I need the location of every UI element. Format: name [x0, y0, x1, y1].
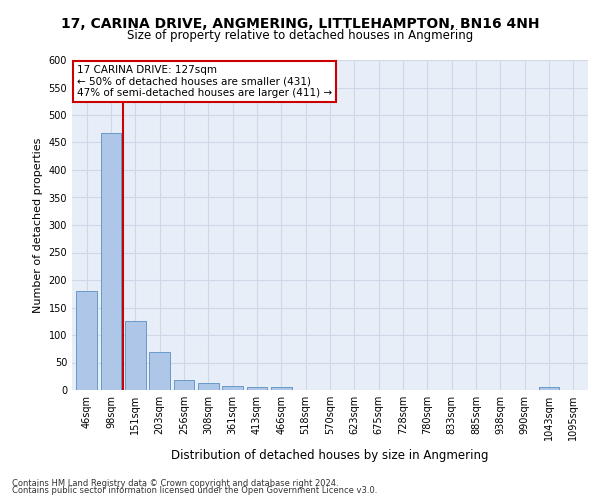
Bar: [271, 387, 292, 390]
Bar: [76, 291, 97, 390]
Text: 17, CARINA DRIVE, ANGMERING, LITTLEHAMPTON, BN16 4NH: 17, CARINA DRIVE, ANGMERING, LITTLEHAMPT…: [61, 18, 539, 32]
Bar: [173, 380, 194, 390]
Bar: [125, 320, 146, 390]
Bar: [247, 387, 268, 390]
Bar: [222, 386, 243, 390]
Bar: [539, 387, 559, 390]
Bar: [101, 132, 121, 390]
Text: 17 CARINA DRIVE: 127sqm
← 50% of detached houses are smaller (431)
47% of semi-d: 17 CARINA DRIVE: 127sqm ← 50% of detache…: [77, 65, 332, 98]
Bar: [198, 384, 218, 390]
X-axis label: Distribution of detached houses by size in Angmering: Distribution of detached houses by size …: [171, 448, 489, 462]
Y-axis label: Number of detached properties: Number of detached properties: [33, 138, 43, 312]
Text: Contains HM Land Registry data © Crown copyright and database right 2024.: Contains HM Land Registry data © Crown c…: [12, 478, 338, 488]
Text: Contains public sector information licensed under the Open Government Licence v3: Contains public sector information licen…: [12, 486, 377, 495]
Bar: [149, 352, 170, 390]
Text: Size of property relative to detached houses in Angmering: Size of property relative to detached ho…: [127, 29, 473, 42]
